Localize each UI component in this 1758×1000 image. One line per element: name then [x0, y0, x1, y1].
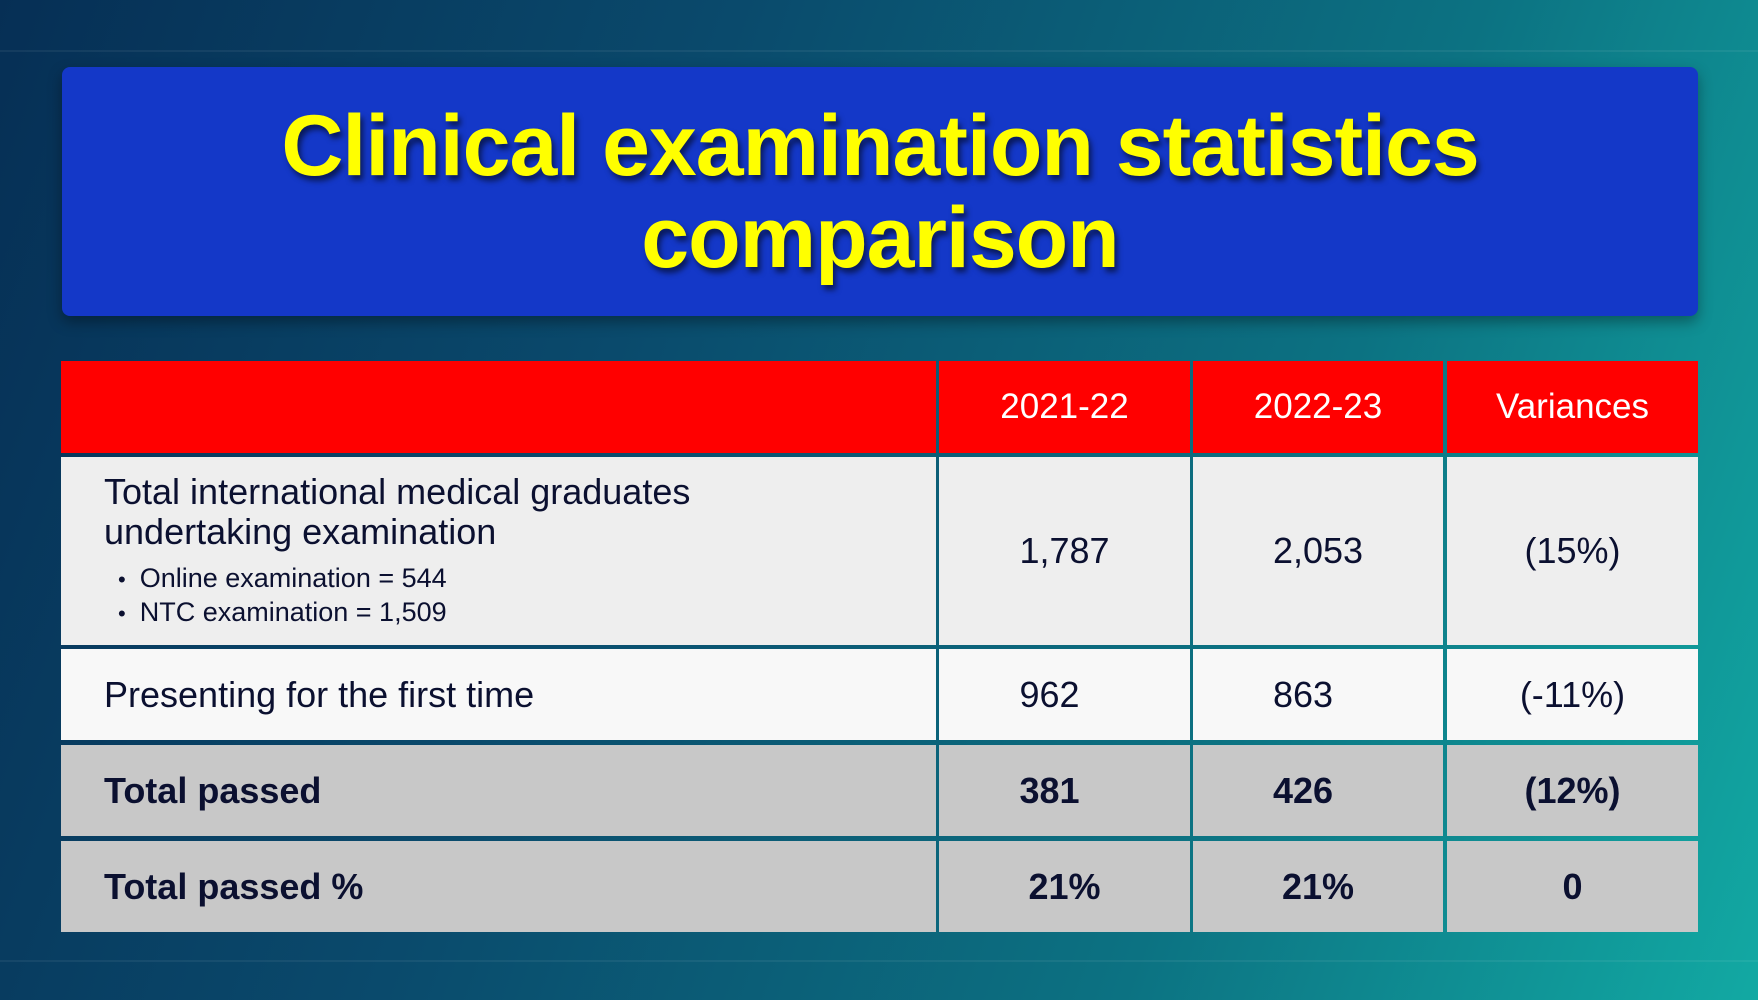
cell-variance: (15%): [1447, 457, 1698, 645]
table-row-label: Total international medical graduates un…: [61, 457, 936, 645]
header-cell-empty: [61, 361, 936, 453]
row-label-total-graduates: Total international medical graduates un…: [104, 471, 691, 552]
bullet-ntc: NTC examination = 1,509: [118, 596, 447, 630]
bullet-online: Online examination = 544: [118, 562, 447, 596]
cell-value: 962: [939, 649, 1190, 740]
title-line-1: Clinical examination statistics: [281, 97, 1479, 194]
cell-variance: (-11%): [1447, 649, 1698, 740]
cell-variance: 0: [1447, 841, 1698, 932]
header-2022-23: 2022-23: [1193, 361, 1443, 453]
header-2021-22: 2021-22: [939, 361, 1190, 453]
title-banner: Clinical examination statistics comparis…: [62, 67, 1698, 316]
cell-value: 2,053: [1193, 457, 1443, 645]
row-label-total-passed: Total passed: [61, 745, 936, 836]
bullet-list: Online examination = 544 NTC examination…: [104, 562, 447, 630]
cell-value: 426: [1193, 745, 1443, 836]
row-label-first-time: Presenting for the first time: [61, 649, 936, 740]
cell-variance: (12%): [1447, 745, 1698, 836]
cell-value: 21%: [939, 841, 1190, 932]
header-variances: Variances: [1447, 361, 1698, 453]
background-line: [0, 960, 1758, 962]
background-line: [0, 50, 1758, 52]
cell-value: 1,787: [939, 457, 1190, 645]
cell-value: 21%: [1193, 841, 1443, 932]
cell-value: 863: [1193, 649, 1443, 740]
title-line-2: comparison: [641, 189, 1119, 286]
cell-value: 381: [939, 745, 1190, 836]
row-label-total-passed-percent: Total passed %: [61, 841, 936, 932]
